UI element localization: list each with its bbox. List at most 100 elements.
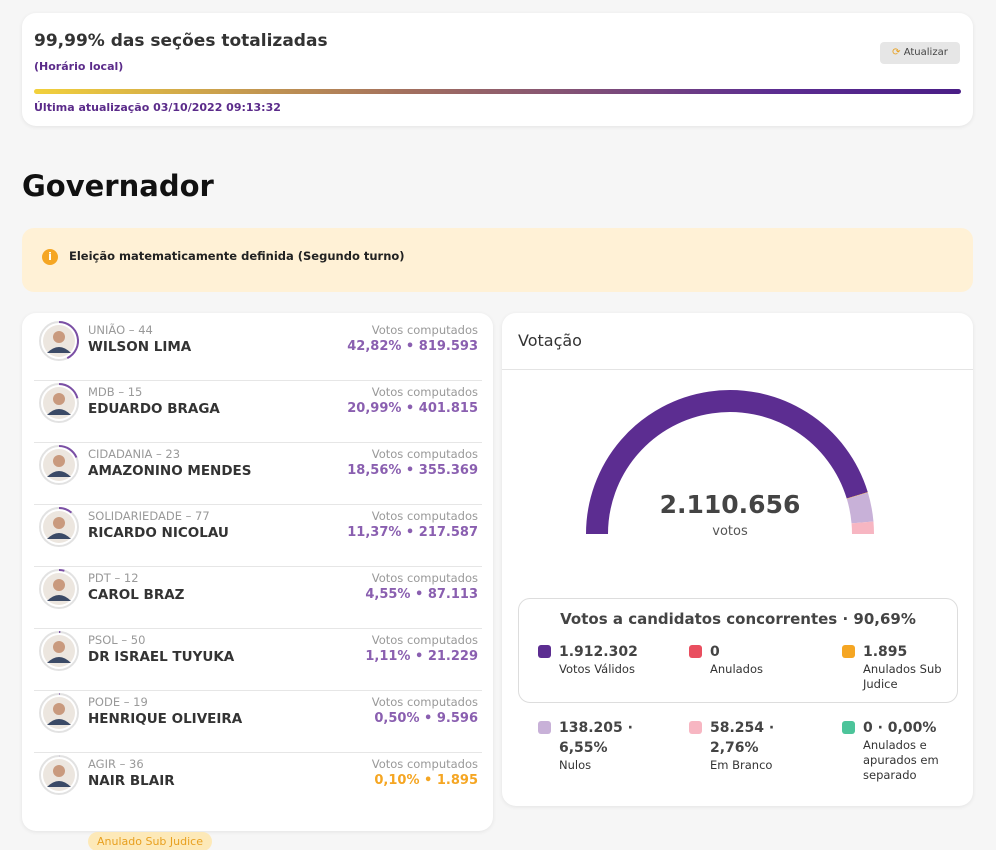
stat: 1.895 Anulados Sub Judice [842,642,947,692]
votes-caption: Votos computados [371,695,478,709]
avatar-head [53,579,65,591]
avatar-body [47,781,71,787]
stat: 1.912.302 Votos Válidos [538,642,643,677]
votes: 355.369 [418,463,478,478]
vote-result: 0,10% • 1.895 [374,773,478,788]
party: UNIÃO – 44 [88,323,153,337]
candidate-row: PDT – 12 CAROL BRAZ Votos computados 4,55% … [34,566,482,629]
vote-result: 20,99% • 401.815 [347,401,478,416]
avatar [39,383,79,423]
avatar-body [47,719,71,725]
avatar [39,631,79,671]
percent: 42,82% [347,339,402,354]
stat-swatch [538,721,551,734]
box-title: Votos a candidatos concorrentes · 90,69% [560,610,916,628]
stat: 0 · 0,00% Anulados e apurados em separado [842,718,947,783]
avatar-head [53,455,65,467]
header-card: 99,99% das seções totalizadas (Horário l… [22,13,973,126]
alert-box: i Eleição matematicamente definida (Segu… [22,228,973,292]
separator: • [401,339,419,354]
header-subtitle: (Horário local) [34,60,124,73]
total-unit: votos [712,524,748,539]
avatar-head [53,331,65,343]
avatar [39,569,79,609]
candidate-row: CIDADANIA – 23 AMAZONINO MENDES Votos comp… [34,442,482,505]
stat-swatch [689,645,702,658]
votes-caption: Votos computados [371,323,478,337]
valid-box: Votos a candidatos concorrentes · 90,69% [518,598,958,703]
percent: 0,50% [374,711,420,726]
votes-card: Votação 2.110.656 votos Votos a candidat… [502,313,973,806]
votes-caption: Votos computados [371,509,478,523]
stat-value: 58.254 · 2,76% [710,720,775,756]
avatar-body [47,347,71,353]
votes: 87.113 [427,587,478,602]
vote-arc [58,569,65,572]
vote-arc [58,383,79,399]
votes: 21.229 [427,649,478,664]
header-title: 99,99% das seções totalizadas [34,31,328,51]
vote-result: 4,55% • 87.113 [365,587,478,602]
percent: 1,11% [365,649,411,664]
separator: • [401,463,419,478]
stat-label: Anulados e apurados em separado [863,738,939,782]
candidate-row: SOLIDARIEDADE – 77 RICARDO NICOLAU Votos c… [34,504,482,567]
candidate-name: WILSON LIMA [88,339,192,355]
party: MDB – 15 [88,385,143,399]
votes-title: Votação [518,331,582,350]
avatar-body [47,657,71,663]
votes: 1.895 [436,773,478,788]
candidate-row: UNIÃO – 44 WILSON LIMA Votos computados 42,… [34,318,482,381]
vote-result: 0,50% • 9.596 [374,711,478,726]
party: PDT – 12 [88,571,139,585]
vote-result: 18,56% • 355.369 [347,463,478,478]
avatar [39,507,79,547]
vote-result: 11,37% • 217.587 [347,525,478,540]
separator: • [419,711,437,726]
progress-bar [34,89,961,94]
avatar-body [47,533,71,539]
candidate-name: AMAZONINO MENDES [88,463,252,479]
stat: 0 Anulados [689,642,794,677]
votes: 217.587 [418,525,478,540]
candidates-card: UNIÃO – 44 WILSON LIMA Votos computados 42,… [22,313,493,850]
percent: 20,99% [347,401,402,416]
avatar-head [53,517,65,529]
refresh-button[interactable]: ⟳ Atualizar [880,42,960,64]
alert-icon: i [42,249,58,265]
total-votes: 2.110.656 [659,490,801,519]
gauge [586,390,874,535]
avatar [39,755,79,795]
stat-swatch [689,721,702,734]
votes-caption: Votos computados [371,757,478,771]
candidate-name: DR ISRAEL TUYUKA [88,649,235,665]
avatar-body [47,595,71,601]
candidate-row: PSOL – 50 DR ISRAEL TUYUKA Votos computado… [34,628,482,691]
stat-value: 1.912.302 [559,644,638,660]
avatar [39,445,79,485]
candidate-name: CAROL BRAZ [88,587,185,603]
party: SOLIDARIEDADE – 77 [88,509,210,523]
refresh-label: Atualizar [903,47,948,58]
badge: Anulado Sub Judice [88,832,212,850]
separator: • [410,587,428,602]
party: PSOL – 50 [88,633,146,647]
percent: 0,10% [374,773,420,788]
percent: 18,56% [347,463,402,478]
stat-value: 1.895 [863,644,908,660]
candidate-row: MDB – 15 EDUARDO BRAGA Votos computados 20,… [34,380,482,443]
gauge-segment [846,492,874,524]
candidate-name: RICARDO NICOLAU [88,525,229,541]
avatar [39,693,79,733]
avatar-head [53,641,65,653]
stat-label: Nulos [559,758,592,772]
party: AGIR – 36 [88,757,144,771]
stat-value: 0 · 0,00% [863,720,937,736]
gauge-segment [586,390,868,535]
alert-text: Eleição matematicamente definida (Segund… [69,249,405,263]
stat-label: Anulados Sub Judice [863,662,942,691]
separator: • [401,401,419,416]
candidate-name: NAIR BLAIR [88,773,175,789]
candidate-name: EDUARDO BRAGA [88,401,220,417]
stat-label: Votos Válidos [559,662,635,676]
